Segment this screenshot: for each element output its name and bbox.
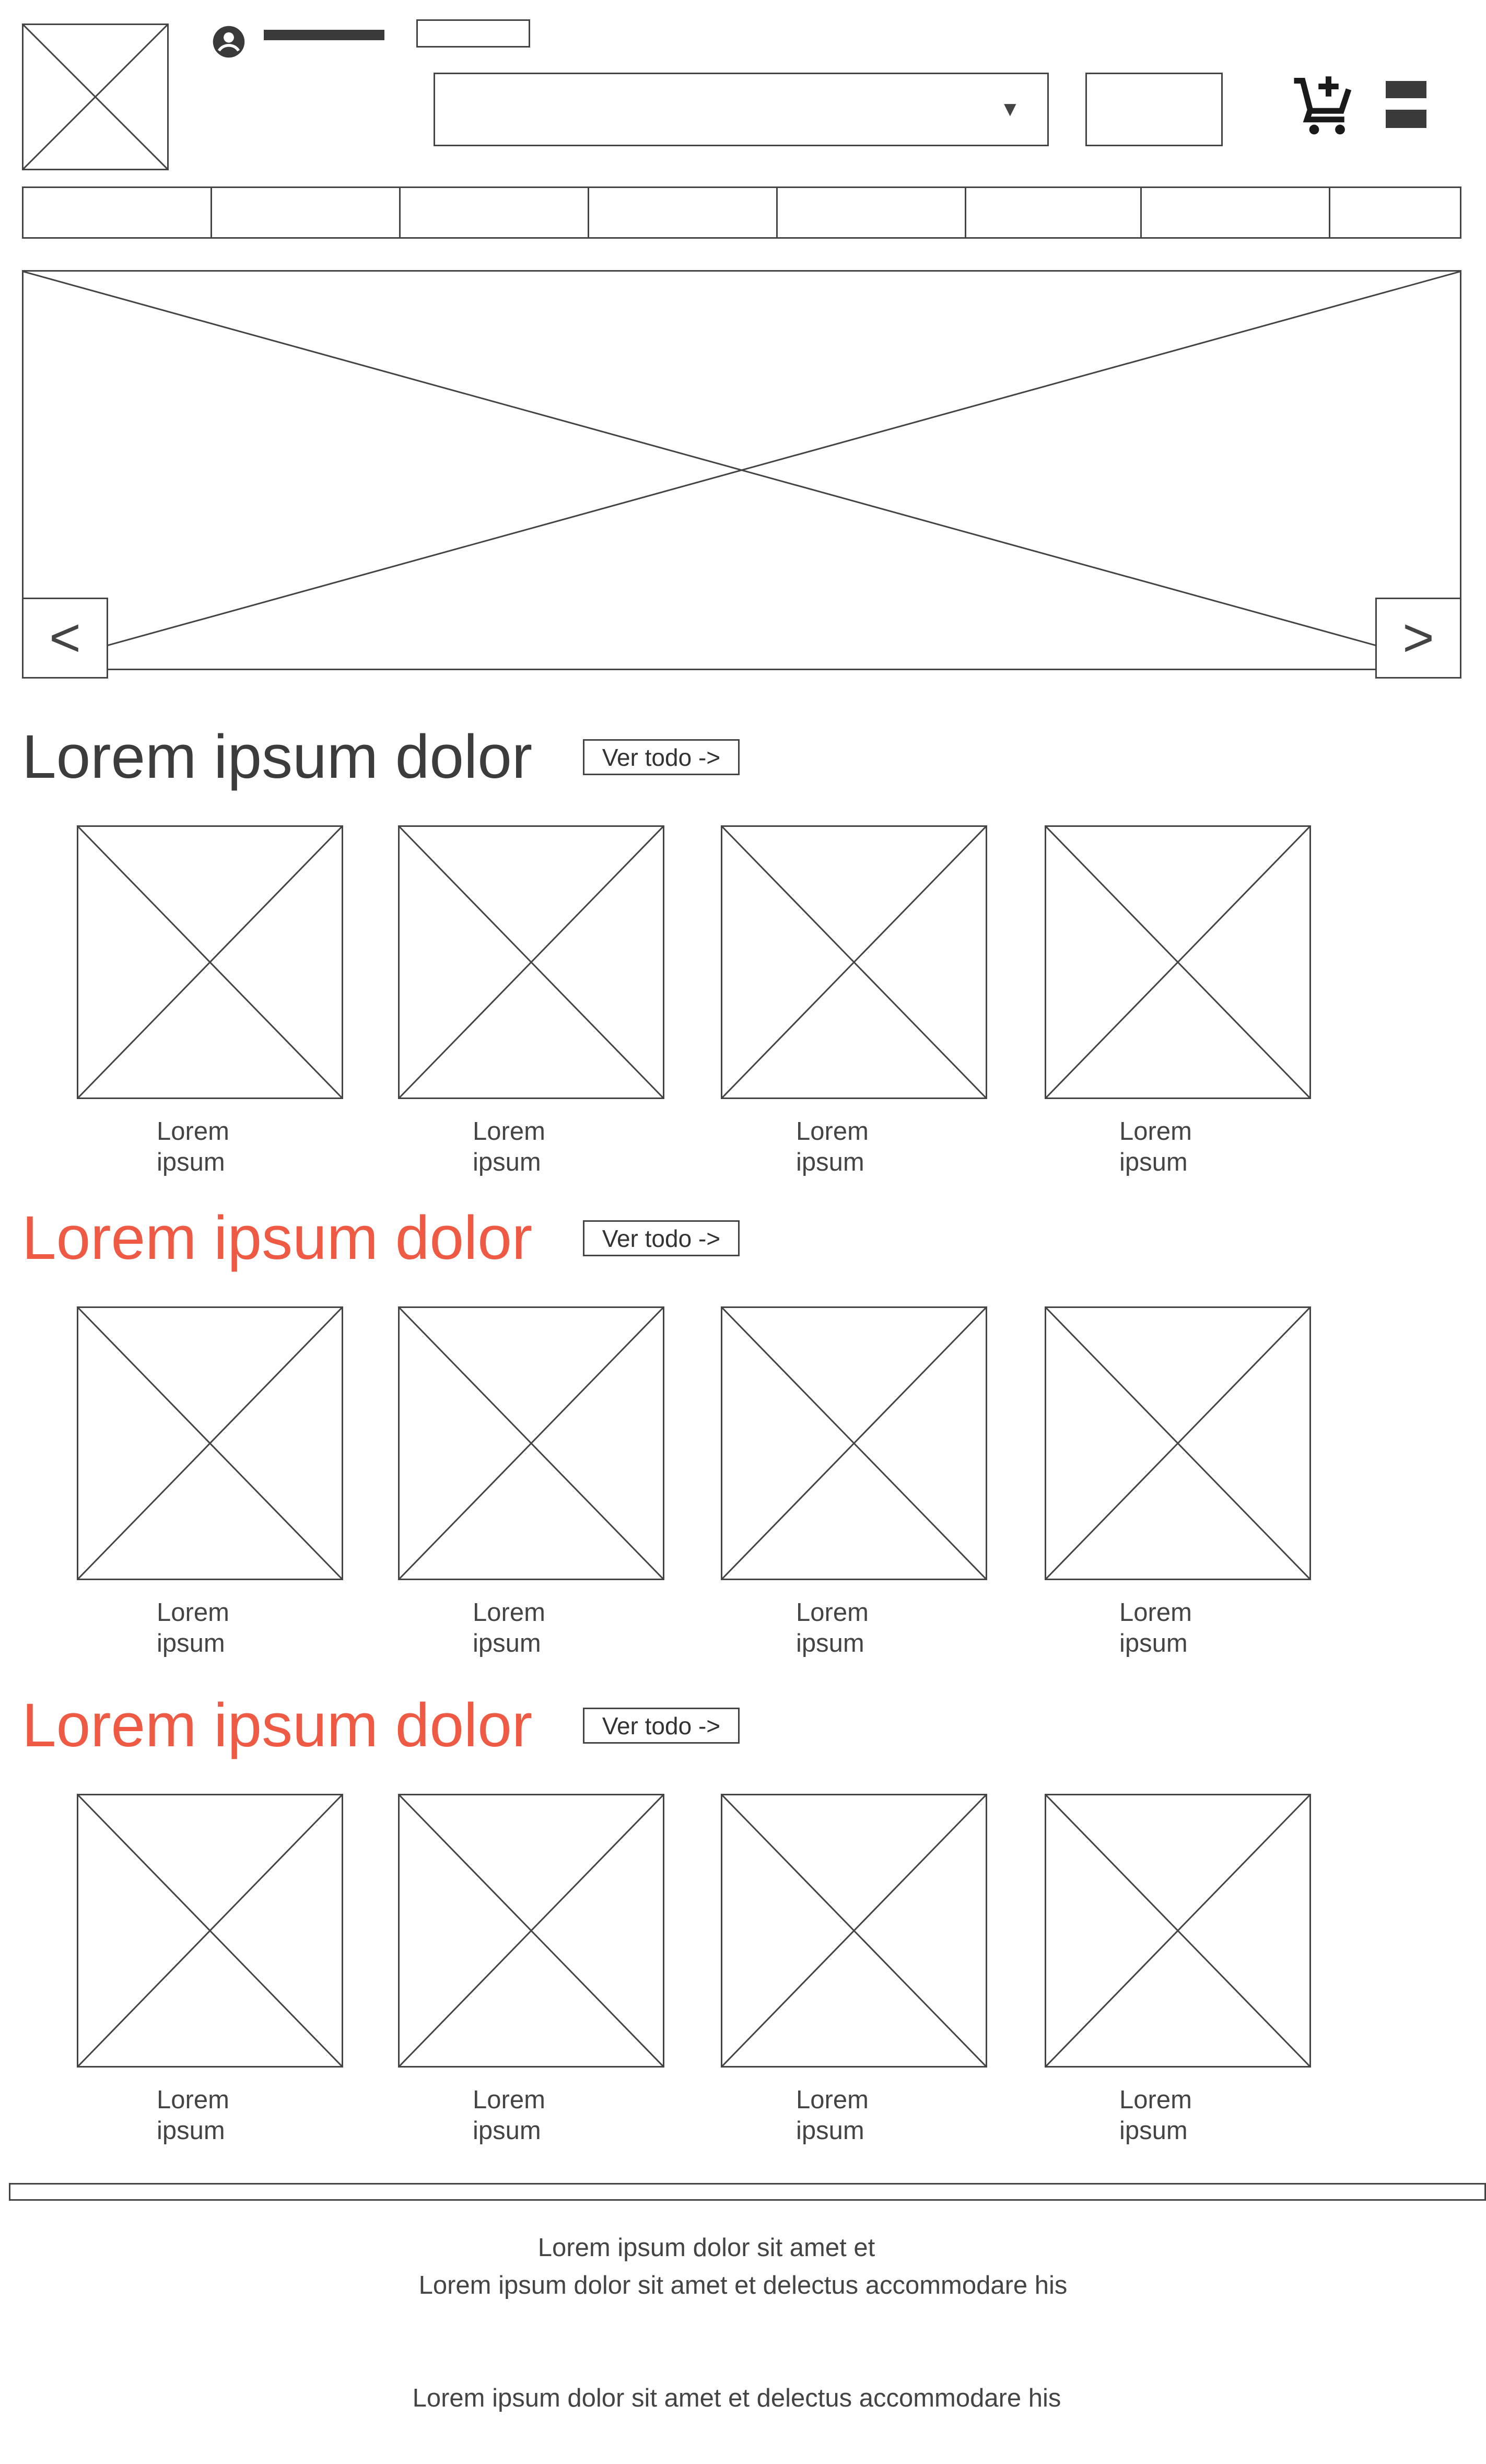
logo-placeholder[interactable] xyxy=(22,24,169,170)
product-caption-line2: ipsum xyxy=(473,1148,541,1176)
product-caption-line2: ipsum xyxy=(157,2117,225,2145)
search-button[interactable] xyxy=(1085,73,1223,146)
product-image[interactable] xyxy=(1045,1306,1311,1580)
nav-tab-1[interactable] xyxy=(24,188,212,237)
product-image[interactable] xyxy=(721,825,987,1099)
product-caption: Lorem ipsum xyxy=(157,1597,229,1659)
product-image[interactable] xyxy=(398,1306,664,1580)
product-image[interactable] xyxy=(721,1306,987,1580)
footer-text-2: Lorem ipsum dolor sit amet et delectus a… xyxy=(418,2271,1068,2299)
product-caption: Lorem ipsum xyxy=(1119,1116,1192,1178)
product-caption: Lorem ipsum xyxy=(1119,2085,1192,2146)
footer-text-3: Lorem ipsum dolor sit amet et delectus a… xyxy=(412,2384,1061,2412)
product-caption: Lorem ipsum xyxy=(473,1597,545,1659)
nav-tab-8[interactable] xyxy=(1330,188,1460,237)
product-caption: Lorem ipsum xyxy=(473,1116,545,1178)
view-all-button[interactable]: Ver todo -> xyxy=(583,739,740,775)
carousel-prev-button[interactable]: < xyxy=(22,598,108,679)
nav-tab-7[interactable] xyxy=(1142,188,1330,237)
product-caption-line1: Lorem xyxy=(1119,1117,1192,1146)
product-image[interactable] xyxy=(1045,825,1311,1099)
product-caption-line1: Lorem xyxy=(473,1598,545,1627)
product-caption-line1: Lorem xyxy=(473,1117,545,1146)
product-caption-line2: ipsum xyxy=(796,2117,864,2145)
product-caption-line1: Lorem xyxy=(1119,2086,1192,2114)
nav-tab-5[interactable] xyxy=(778,188,966,237)
nav-tab-6[interactable] xyxy=(966,188,1142,237)
product-caption-line2: ipsum xyxy=(1119,1629,1188,1657)
product-image[interactable] xyxy=(77,1794,343,2068)
product-caption: Lorem ipsum xyxy=(1119,1597,1192,1659)
product-caption-line2: ipsum xyxy=(796,1148,864,1176)
nav-tab-2[interactable] xyxy=(212,188,401,237)
category-select[interactable]: ▼ xyxy=(434,73,1049,146)
footer-text-1: Lorem ipsum dolor sit amet et xyxy=(537,2234,875,2262)
footer-divider xyxy=(9,2183,1486,2201)
product-caption-line1: Lorem xyxy=(157,1598,229,1627)
section-title: Lorem ipsum dolor xyxy=(22,1691,533,1760)
carousel-next-button[interactable]: > xyxy=(1375,598,1461,679)
product-image[interactable] xyxy=(398,825,664,1099)
product-caption: Lorem ipsum xyxy=(157,1116,229,1178)
product-caption-line1: Lorem xyxy=(796,2086,869,2114)
product-caption-line1: Lorem xyxy=(157,1117,229,1146)
section-title: Lorem ipsum dolor xyxy=(22,1204,533,1272)
product-caption: Lorem ipsum xyxy=(796,2085,869,2146)
product-caption-line2: ipsum xyxy=(157,1148,225,1176)
product-caption: Lorem ipsum xyxy=(796,1116,869,1178)
user-name-bar xyxy=(264,30,384,40)
product-caption-line1: Lorem xyxy=(1119,1598,1192,1627)
product-caption-line2: ipsum xyxy=(1119,1148,1188,1176)
product-caption: Lorem ipsum xyxy=(796,1597,869,1659)
nav-tab-4[interactable] xyxy=(589,188,778,237)
product-caption-line1: Lorem xyxy=(796,1598,869,1627)
product-image[interactable] xyxy=(1045,1794,1311,2068)
product-caption-line2: ipsum xyxy=(473,1629,541,1657)
product-caption-line2: ipsum xyxy=(796,1629,864,1657)
product-caption: Lorem ipsum xyxy=(157,2085,229,2146)
nav-bar xyxy=(22,186,1461,239)
cart-add-icon[interactable] xyxy=(1291,72,1360,141)
section-title: Lorem ipsum dolor xyxy=(22,722,533,791)
product-caption-line2: ipsum xyxy=(473,2117,541,2145)
product-caption-line2: ipsum xyxy=(157,1629,225,1657)
product-image[interactable] xyxy=(398,1794,664,2068)
product-caption: Lorem ipsum xyxy=(473,2085,545,2146)
view-all-button[interactable]: Ver todo -> xyxy=(583,1220,740,1256)
view-all-button[interactable]: Ver todo -> xyxy=(583,1708,740,1744)
hero-carousel xyxy=(22,270,1461,670)
product-image[interactable] xyxy=(721,1794,987,2068)
product-image[interactable] xyxy=(77,1306,343,1580)
header-small-button[interactable] xyxy=(416,19,530,48)
nav-tab-3[interactable] xyxy=(401,188,589,237)
menu-icon[interactable] xyxy=(1386,81,1426,129)
product-caption-line1: Lorem xyxy=(796,1117,869,1146)
product-caption-line1: Lorem xyxy=(157,2086,229,2114)
product-image[interactable] xyxy=(77,825,343,1099)
user-circle-icon[interactable] xyxy=(212,25,246,59)
product-caption-line1: Lorem xyxy=(473,2086,545,2114)
chevron-down-icon: ▼ xyxy=(1000,98,1021,121)
product-caption-line2: ipsum xyxy=(1119,2117,1188,2145)
